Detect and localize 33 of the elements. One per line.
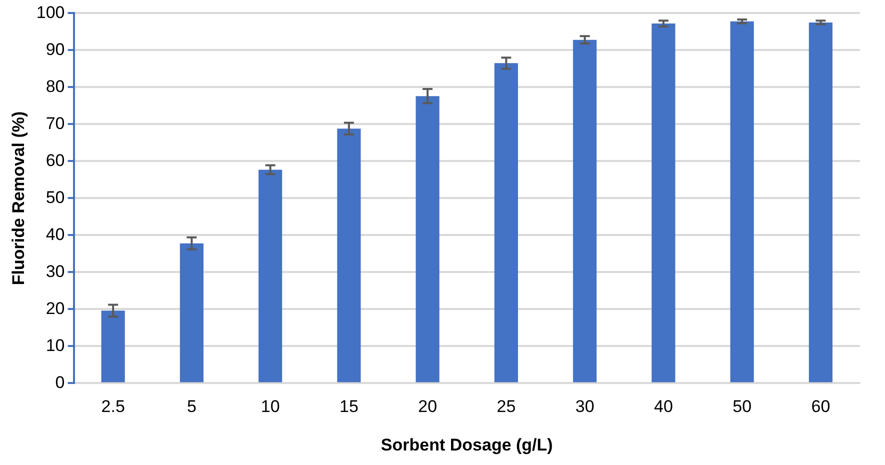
bar (337, 128, 361, 382)
bar (180, 243, 204, 382)
y-tick-label: 40 (46, 224, 65, 244)
y-tick-label: 80 (46, 76, 65, 96)
y-tick-label: 0 (55, 372, 65, 392)
y-tick-label: 30 (46, 262, 65, 281)
bar (494, 63, 518, 382)
x-axis-title: Sorbent Dosage (g/L) (380, 435, 553, 454)
y-tick-label: 60 (46, 150, 65, 170)
x-tick-label: 2.5 (101, 397, 125, 416)
bar (808, 22, 832, 382)
y-tick-label: 70 (46, 114, 65, 133)
bar (101, 310, 125, 382)
x-tick-label: 40 (654, 397, 673, 416)
y-tick-label: 100 (36, 2, 65, 22)
bar (416, 96, 440, 382)
x-tick-label: 30 (575, 397, 594, 416)
x-tick-label: 50 (732, 397, 752, 416)
bar (730, 21, 754, 382)
x-tick-label: 25 (496, 397, 516, 416)
x-tick-label: 5 (186, 397, 196, 416)
y-tick-label: 50 (46, 188, 65, 207)
y-axis-title: Fluoride Removal (%) (8, 111, 28, 286)
bar (652, 24, 676, 382)
y-tick-label: 90 (46, 40, 65, 59)
x-tick-label: 15 (339, 397, 358, 416)
y-tick-label: 10 (46, 336, 65, 355)
bar (258, 170, 282, 382)
y-tick-label: 20 (46, 298, 65, 318)
x-tick-label: 10 (260, 397, 280, 416)
x-tick-label: 60 (811, 397, 830, 416)
x-tick-label: 20 (418, 397, 438, 416)
bar (573, 40, 597, 382)
